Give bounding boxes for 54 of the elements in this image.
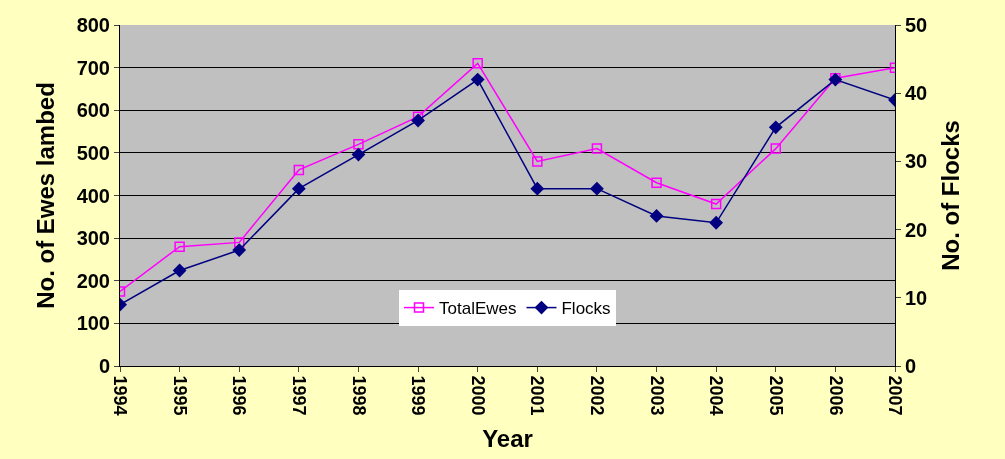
legend-label: Flocks xyxy=(561,299,611,319)
point xyxy=(232,243,246,257)
point xyxy=(649,209,664,223)
x-tick-label: 2004 xyxy=(706,375,727,416)
x-tick-label: 2003 xyxy=(646,375,667,416)
point xyxy=(770,143,782,154)
point xyxy=(532,156,543,167)
y2-tick-label: 50 xyxy=(905,14,928,36)
point xyxy=(471,72,485,87)
y-tick-label: 0 xyxy=(98,355,110,377)
x-tick-label: 1996 xyxy=(229,375,250,416)
x-tick-label: 2006 xyxy=(825,375,846,416)
point xyxy=(174,241,185,252)
x-tick-label: 1997 xyxy=(289,375,309,416)
x-tick-label: 1995 xyxy=(169,375,190,416)
y-tick-label: 400 xyxy=(76,184,110,207)
y-tick-label: 700 xyxy=(76,56,110,79)
point xyxy=(710,198,722,210)
y-tick-label: 300 xyxy=(76,227,110,250)
y2-tick-label: 0 xyxy=(905,355,917,377)
x-tick-label: 2001 xyxy=(527,375,548,416)
y-axis-title: No. of Ewes lambed xyxy=(31,82,59,309)
x-tick-label: 2002 xyxy=(587,375,608,416)
y2-axis-title: No. of Flocks xyxy=(936,120,964,271)
legend-label: TotalEwes xyxy=(439,299,517,319)
point xyxy=(590,182,604,196)
y-tick-label: 200 xyxy=(76,269,110,292)
y2-tick-label: 30 xyxy=(905,150,928,173)
point xyxy=(353,139,364,150)
y-tick-label: 500 xyxy=(76,141,110,164)
point xyxy=(651,177,662,188)
point xyxy=(292,182,306,196)
point xyxy=(530,182,544,196)
point xyxy=(709,216,723,230)
point xyxy=(411,113,425,128)
x-axis-title: Year xyxy=(482,424,533,452)
point xyxy=(769,120,783,134)
y-tick-label: 600 xyxy=(76,99,110,122)
point xyxy=(591,143,603,154)
point xyxy=(351,147,366,162)
x-tick-label: 1998 xyxy=(348,375,369,416)
x-tick-label: 1999 xyxy=(408,375,429,416)
x-tick-label: 1994 xyxy=(110,375,131,416)
y2-tick-label: 10 xyxy=(905,286,928,309)
x-tick-label: 2000 xyxy=(467,375,488,416)
point xyxy=(472,58,483,69)
point xyxy=(293,164,305,176)
x-tick-label: 2007 xyxy=(885,375,906,416)
y2-tick-label: 40 xyxy=(905,82,928,105)
y-tick-label: 800 xyxy=(76,14,110,36)
x-tick-label: 2005 xyxy=(765,375,786,416)
point xyxy=(173,263,187,278)
y-tick-label: 100 xyxy=(76,312,110,335)
y2-tick-label: 20 xyxy=(905,218,928,241)
